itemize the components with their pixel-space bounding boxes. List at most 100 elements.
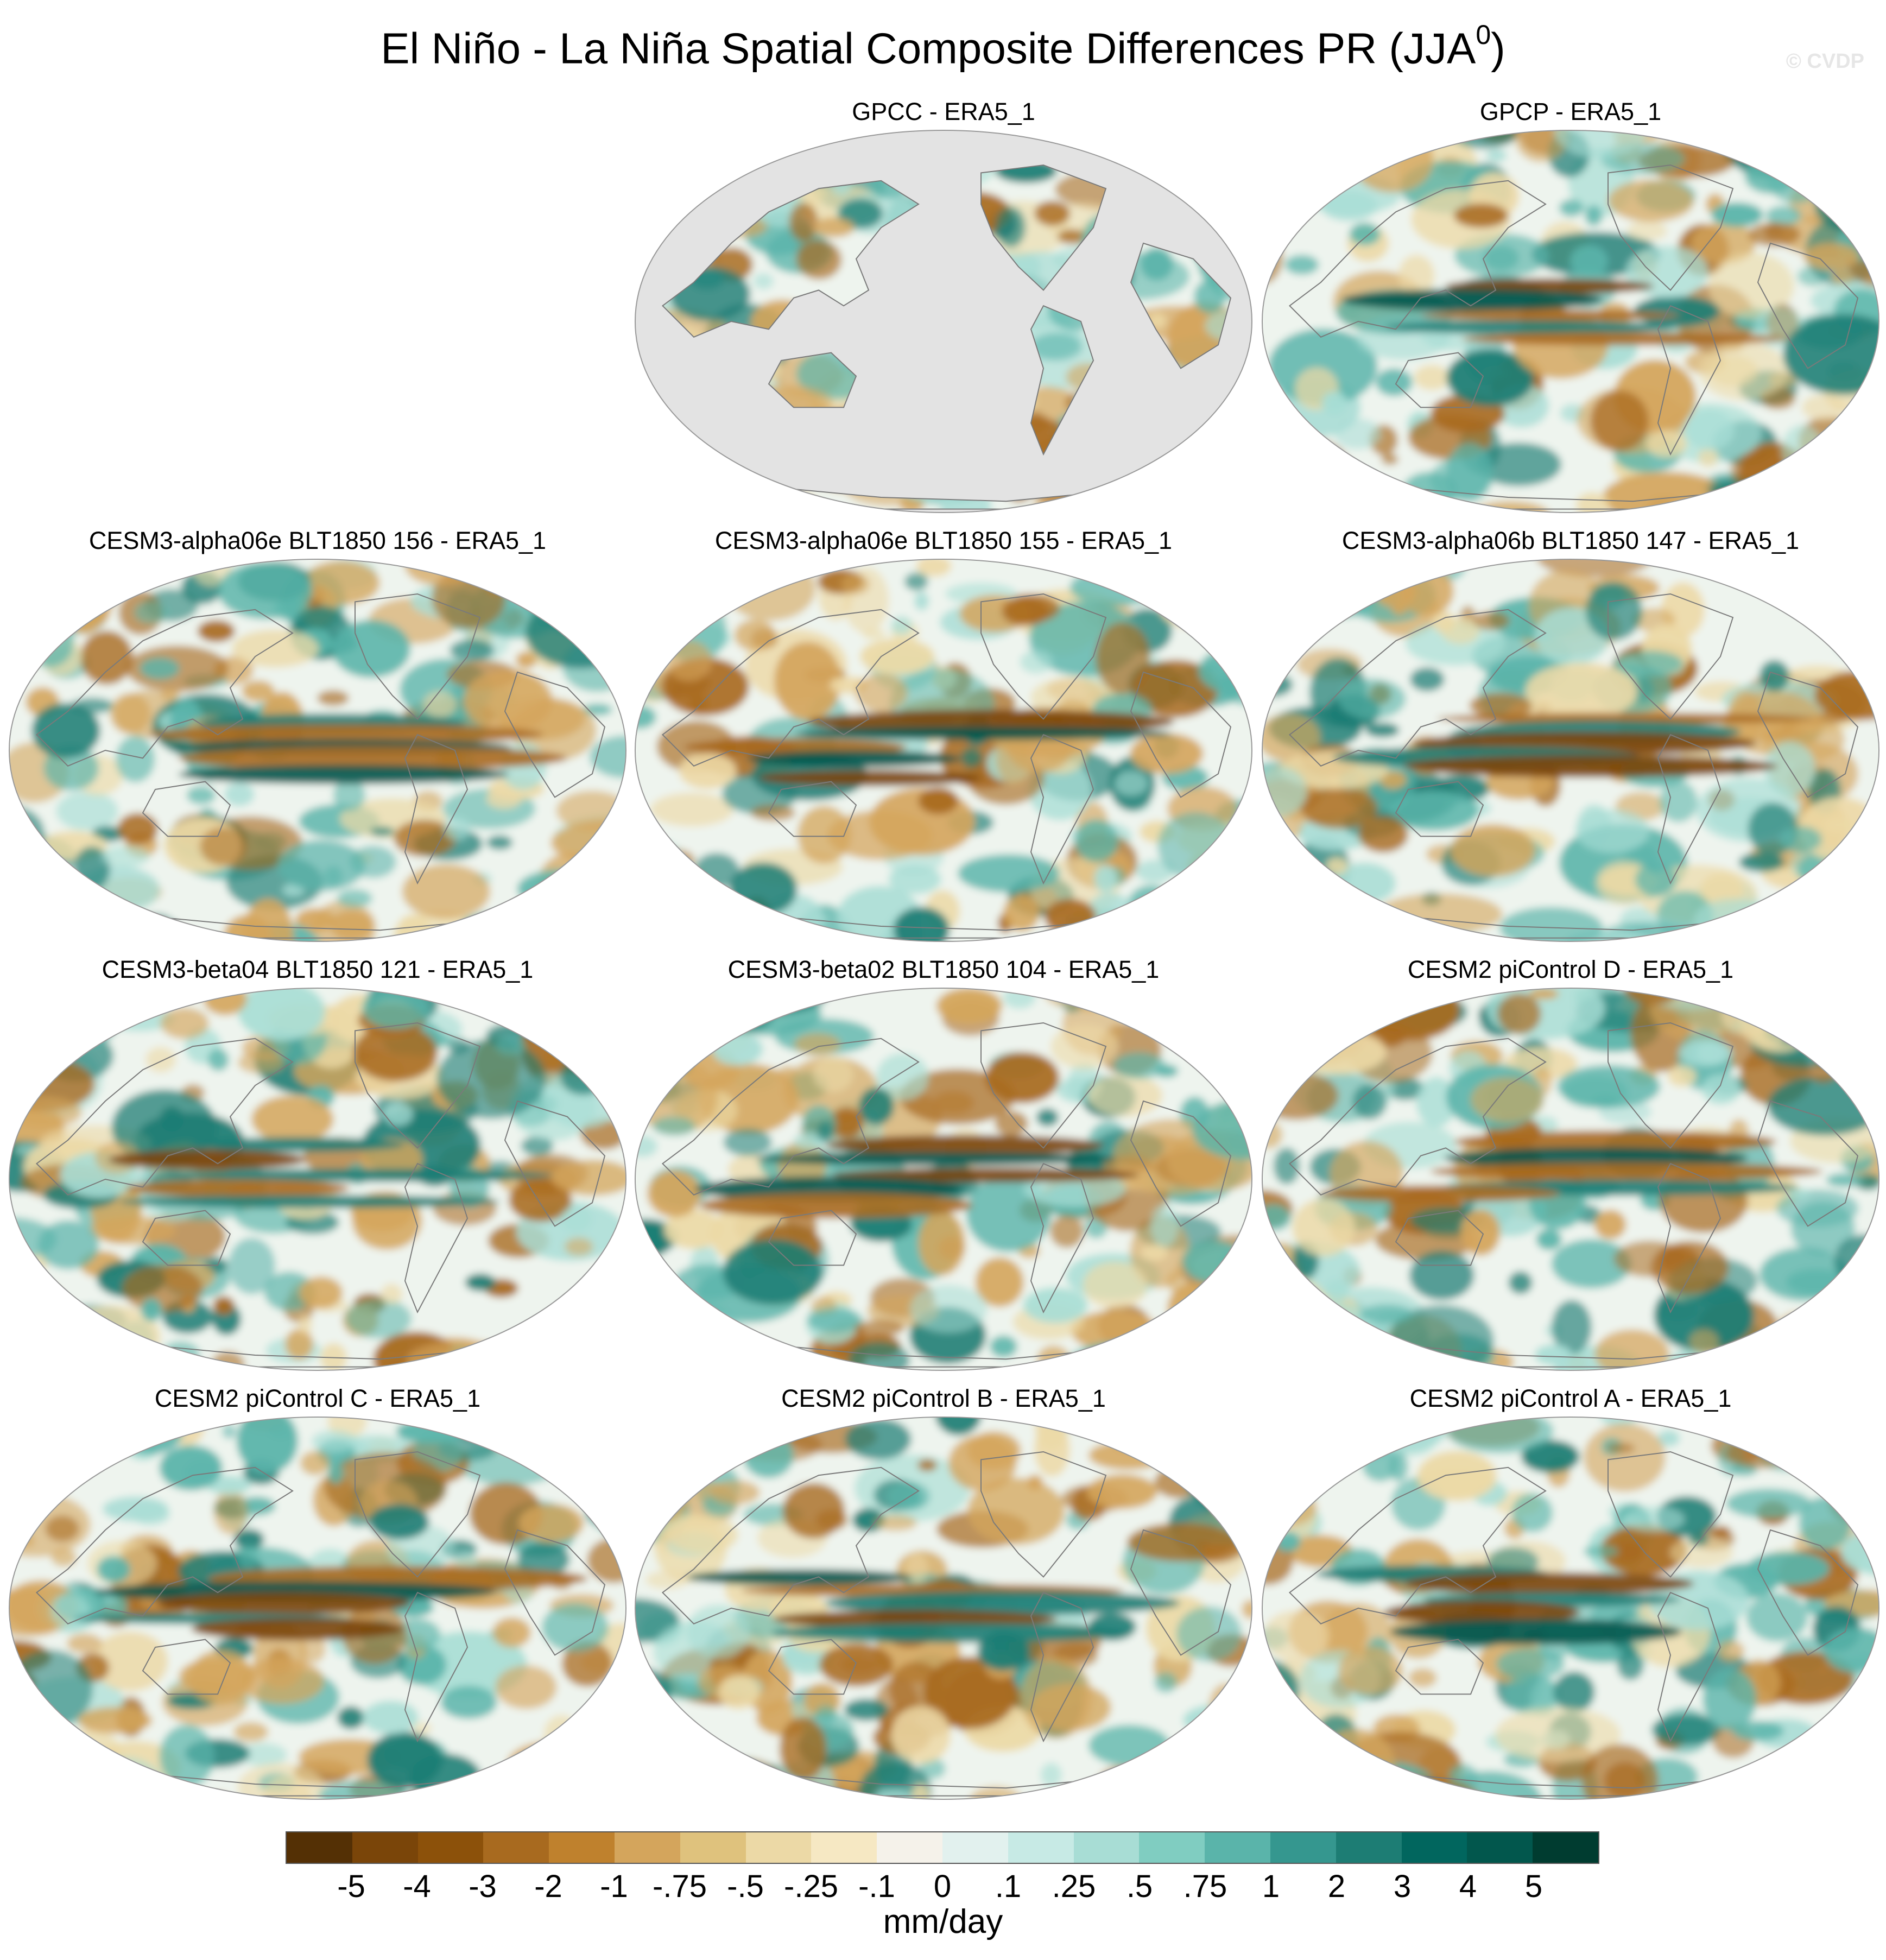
map-panel-beta02-104 xyxy=(635,988,1252,1371)
cvdp-watermark: © CVDP xyxy=(1786,50,1864,73)
panel-title-beta04-121: CESM3-beta04 BLT1850 121 - ERA5_1 xyxy=(102,956,534,983)
coastline xyxy=(980,1022,1107,1149)
coastline xyxy=(504,671,606,798)
colorbar-tick-label: -.75 xyxy=(653,1869,707,1904)
map-panel-gpcp xyxy=(1262,130,1879,513)
coastline xyxy=(1288,1466,1547,1624)
map-panel-alpha06e-156 xyxy=(9,559,626,942)
colorbar-box xyxy=(1401,1832,1467,1863)
title-close: ) xyxy=(1491,24,1505,73)
colorbar-tick-label: -3 xyxy=(469,1869,497,1904)
colorbar-tick-label: -.5 xyxy=(727,1869,764,1904)
colorbar-box xyxy=(745,1832,812,1863)
coastline xyxy=(1657,1162,1722,1314)
coastline xyxy=(980,593,1107,720)
colorbar-tick-label: .1 xyxy=(995,1869,1022,1904)
colorbar-box xyxy=(1139,1832,1205,1863)
coastline xyxy=(355,1022,481,1149)
map-border xyxy=(635,559,1252,942)
coastline xyxy=(1657,1591,1722,1743)
colorbar-box xyxy=(287,1832,352,1863)
map-border xyxy=(1262,1417,1879,1800)
colorbar-box xyxy=(1533,1832,1598,1863)
coastline xyxy=(1130,242,1232,369)
map-border xyxy=(1262,130,1879,513)
coastline xyxy=(661,609,920,767)
coastline xyxy=(1395,1210,1484,1266)
colorbar-tick-label: -1 xyxy=(600,1869,628,1904)
coastline xyxy=(355,593,481,720)
map-field xyxy=(635,1417,1252,1799)
colorbar-box xyxy=(680,1832,746,1863)
coastline xyxy=(1030,305,1094,456)
coastline xyxy=(1757,1529,1859,1656)
panel-title-alpha06b-147: CESM3-alpha06b BLT1850 147 - ERA5_1 xyxy=(1341,527,1800,554)
coastline xyxy=(1130,1100,1232,1227)
panel-title-gpcc: GPCC - ERA5_1 xyxy=(852,98,1035,125)
colorbar-box xyxy=(877,1832,942,1863)
coastline xyxy=(142,1639,231,1695)
map-field xyxy=(1262,130,1879,513)
coastline xyxy=(768,781,857,837)
coastline xyxy=(504,1100,606,1227)
map-border xyxy=(9,1417,626,1800)
colorbar-tick-label: -4 xyxy=(403,1869,431,1904)
coastline xyxy=(404,1591,469,1743)
coastline xyxy=(768,352,857,408)
colorbar-box xyxy=(483,1832,549,1863)
map-border xyxy=(9,988,626,1371)
coastline xyxy=(1607,1451,1734,1578)
map-field xyxy=(9,559,626,941)
coastline xyxy=(35,609,294,767)
map-panel-alpha06b-147 xyxy=(1262,559,1879,942)
colorbar-tick-label: -.25 xyxy=(784,1869,838,1904)
colorbar-box xyxy=(1008,1832,1074,1863)
map-border xyxy=(635,988,1252,1371)
colorbar-tick-label: 4 xyxy=(1459,1869,1477,1904)
map-panel-picontrol-b xyxy=(635,1417,1252,1800)
colorbar-tick-label: .75 xyxy=(1183,1869,1227,1904)
map-border xyxy=(1262,988,1879,1371)
coastline xyxy=(661,180,920,338)
map-field xyxy=(635,130,1252,513)
colorbar-tick-label: 0 xyxy=(933,1869,952,1904)
colorbar-tick-label: 5 xyxy=(1524,1869,1543,1904)
coastline xyxy=(1030,1591,1094,1743)
panel-title-gpcp: GPCP - ERA5_1 xyxy=(1479,98,1662,125)
figure-title: El Niño - La Niña Spatial Composite Diff… xyxy=(0,12,1886,76)
coastline xyxy=(1395,1639,1484,1695)
title-superscript: 0 xyxy=(1476,20,1491,50)
colorbar-tick-label: -.1 xyxy=(858,1869,895,1904)
coastline xyxy=(1657,305,1722,456)
coastline xyxy=(142,781,231,837)
map-panel-picontrol-d xyxy=(1262,988,1879,1371)
coastline xyxy=(1757,242,1859,369)
coastline xyxy=(35,1466,294,1624)
colorbar-box xyxy=(811,1832,877,1863)
coastline xyxy=(1130,671,1232,798)
colorbar-box xyxy=(1270,1832,1336,1863)
coastline xyxy=(1657,734,1722,885)
coastline xyxy=(355,1451,481,1578)
colorbar-box xyxy=(1073,1832,1140,1863)
colorbar-units: mm/day xyxy=(883,1903,1003,1940)
colorbar-tick-label: 1 xyxy=(1262,1869,1280,1904)
coastline xyxy=(1757,671,1859,798)
colorbar-tick-label: 2 xyxy=(1327,1869,1346,1904)
map-border xyxy=(635,1417,1252,1800)
colorbar-box xyxy=(1205,1832,1270,1863)
colorbar-box xyxy=(942,1832,1008,1863)
colorbar-box xyxy=(549,1832,615,1863)
map-field xyxy=(635,559,1252,941)
colorbar-box xyxy=(614,1832,680,1863)
colorbar-tick-label: -5 xyxy=(337,1869,365,1904)
coastline xyxy=(142,1210,231,1266)
coastline xyxy=(35,1038,294,1196)
colorbar-box xyxy=(352,1832,418,1863)
coastline xyxy=(661,1466,920,1624)
map-field xyxy=(635,988,1252,1370)
map-field xyxy=(1262,988,1879,1370)
colorbar-tick-label: -2 xyxy=(534,1869,562,1904)
map-field xyxy=(9,988,626,1370)
coastline xyxy=(1288,609,1547,767)
